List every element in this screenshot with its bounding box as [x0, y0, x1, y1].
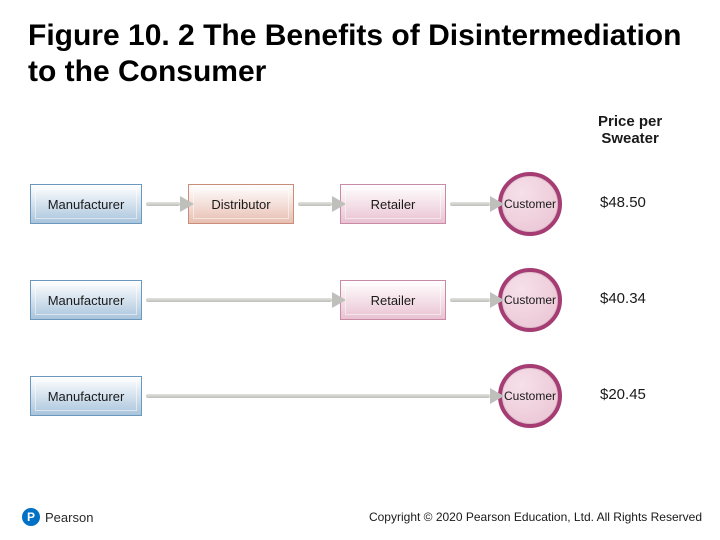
node-label: Distributor	[211, 197, 270, 212]
arrow-line	[146, 202, 180, 206]
arrow-line	[146, 394, 490, 398]
node-retailer: Retailer	[340, 280, 446, 320]
node-label: Customer	[504, 293, 556, 307]
arrow-head-icon	[332, 196, 346, 212]
price-value: $40.34	[600, 290, 646, 307]
node-label: Customer	[504, 197, 556, 211]
arrow-head-icon	[332, 292, 346, 308]
figure-title: Figure 10. 2 The Benefits of Disintermed…	[0, 0, 720, 98]
node-customer: Customer	[498, 172, 562, 236]
node-retailer: Retailer	[340, 184, 446, 224]
node-distributor: Distributor	[188, 184, 294, 224]
arrow-head-icon	[490, 292, 504, 308]
arrow-head-icon	[180, 196, 194, 212]
chain-row: Manufacturer Retailer Customer $40.34	[20, 252, 700, 340]
price-value: $48.50	[600, 194, 646, 211]
arrow-head-icon	[490, 388, 504, 404]
price-header: Price per Sweater	[598, 114, 662, 147]
logo-text: Pearson	[45, 510, 93, 525]
arrow-head-icon	[490, 196, 504, 212]
logo-mark-icon: P	[22, 508, 40, 526]
node-manufacturer: Manufacturer	[30, 184, 142, 224]
copyright-text: Copyright © 2020 Pearson Education, Ltd.…	[369, 510, 702, 524]
node-customer: Customer	[498, 268, 562, 332]
node-manufacturer: Manufacturer	[30, 376, 142, 416]
price-value: $20.45	[600, 386, 646, 403]
footer: P Pearson Copyright © 2020 Pearson Educa…	[0, 508, 720, 526]
arrow-line	[298, 202, 332, 206]
price-header-line2: Sweater	[598, 131, 662, 148]
node-label: Customer	[504, 389, 556, 403]
node-label: Retailer	[371, 197, 416, 212]
node-manufacturer: Manufacturer	[30, 280, 142, 320]
arrow-line	[146, 298, 332, 302]
node-label: Retailer	[371, 293, 416, 308]
node-customer: Customer	[498, 364, 562, 428]
diagram-area: Price per Sweater ManufacturerDistributo…	[20, 118, 700, 398]
price-header-line1: Price per	[598, 114, 662, 131]
node-label: Manufacturer	[48, 389, 125, 404]
chain-row: Manufacturer Distributor Retailer Customer $…	[20, 156, 700, 244]
node-label: Manufacturer	[48, 293, 125, 308]
chain-row: Manufacturer Customer $20.45	[20, 348, 700, 436]
arrow-line	[450, 202, 490, 206]
publisher-logo: P Pearson	[22, 508, 93, 526]
node-label: Manufacturer	[48, 197, 125, 212]
arrow-line	[450, 298, 490, 302]
